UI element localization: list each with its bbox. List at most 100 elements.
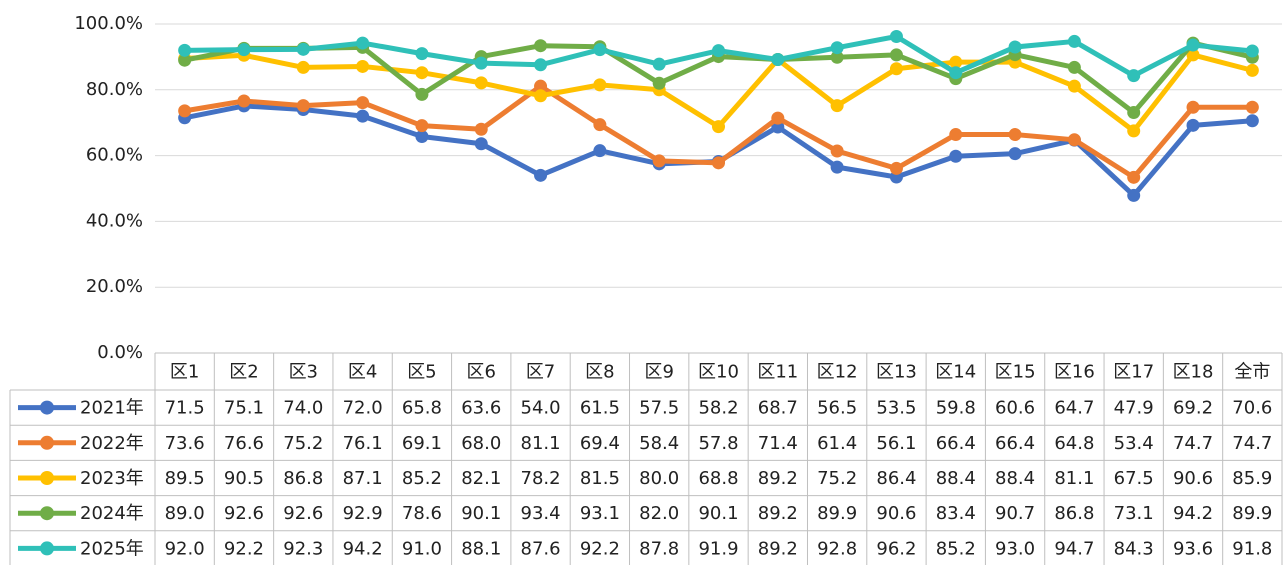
legend-label: 2024年: [80, 503, 144, 524]
table-value: 68.8: [698, 468, 738, 489]
table-value: 92.2: [224, 538, 264, 559]
table-value: 92.3: [283, 538, 323, 559]
data-point: [178, 53, 192, 67]
table-value: 61.5: [580, 398, 620, 419]
table-value: 87.8: [639, 538, 679, 559]
table-value: 72.0: [343, 398, 383, 419]
y-tick-label: 80.0%: [86, 79, 143, 100]
table-value: 86.8: [1054, 503, 1094, 524]
x-tick-label: 区11: [757, 362, 798, 383]
y-tick-label: 0.0%: [97, 342, 143, 363]
data-point: [771, 53, 785, 67]
data-point: [830, 160, 844, 174]
table-value: 92.6: [224, 503, 264, 524]
table-value: 93.0: [995, 538, 1035, 559]
table-value: 90.6: [876, 503, 916, 524]
table-value: 96.2: [876, 538, 916, 559]
table-value: 89.5: [165, 468, 205, 489]
table-value: 53.5: [876, 398, 916, 419]
table-value: 90.7: [995, 503, 1035, 524]
legend-marker: [40, 506, 54, 521]
data-point: [712, 120, 725, 134]
data-point: [474, 56, 488, 70]
table-value: 69.4: [580, 433, 620, 454]
table-value: 89.2: [758, 503, 798, 524]
table-value: 81.1: [521, 433, 561, 454]
data-point: [949, 128, 963, 142]
data-point: [949, 55, 963, 69]
table-value: 47.9: [1114, 398, 1154, 419]
data-point: [771, 120, 785, 134]
data-point: [415, 119, 429, 133]
data-point: [712, 44, 725, 58]
table-value: 89.9: [817, 503, 857, 524]
y-tick-label: 60.0%: [86, 145, 143, 166]
table-value: 90.1: [698, 503, 738, 524]
data-point: [593, 78, 607, 92]
x-tick-label: 区3: [289, 362, 318, 383]
table-value: 64.8: [1054, 433, 1094, 454]
legend-marker: [40, 541, 54, 556]
legend-marker: [40, 400, 54, 415]
data-point: [830, 41, 844, 55]
data-point: [415, 47, 429, 61]
x-tick-label: 区4: [348, 362, 377, 383]
table-value: 73.6: [165, 433, 205, 454]
table-value: 80.0: [639, 468, 679, 489]
data-point: [830, 144, 844, 158]
table-value: 89.2: [758, 468, 798, 489]
table-value: 88.4: [936, 468, 976, 489]
data-point: [889, 62, 903, 76]
data-point: [474, 122, 488, 136]
table-value: 92.6: [283, 503, 323, 524]
table-value: 57.8: [698, 433, 738, 454]
data-point: [1245, 114, 1259, 128]
data-point: [356, 59, 370, 73]
data-point: [415, 130, 429, 144]
data-point: [889, 161, 903, 175]
table-value: 59.8: [936, 398, 976, 419]
table-value: 66.4: [936, 433, 976, 454]
table-value: 60.6: [995, 398, 1035, 419]
y-tick-label: 20.0%: [86, 276, 143, 297]
data-point: [652, 154, 666, 168]
data-point: [830, 99, 844, 113]
legend-marker: [40, 471, 54, 485]
table-value: 91.9: [698, 538, 738, 559]
table-value: 74.7: [1173, 433, 1213, 454]
table-value: 75.1: [224, 398, 264, 419]
data-point: [1245, 100, 1259, 114]
x-tick-label: 区8: [585, 362, 614, 383]
data-point: [1127, 170, 1141, 184]
data-point: [593, 144, 607, 158]
data-point: [1186, 100, 1200, 114]
data-point: [178, 43, 192, 57]
table-value: 58.2: [698, 398, 738, 419]
table-value: 58.4: [639, 433, 679, 454]
table-value: 57.5: [639, 398, 679, 419]
table-value: 87.6: [521, 538, 561, 559]
table-value: 85.2: [936, 538, 976, 559]
data-point: [1186, 48, 1200, 62]
data-point: [296, 60, 310, 74]
x-tick-label: 区9: [644, 362, 673, 383]
x-tick-label: 区5: [407, 362, 436, 383]
data-point: [830, 50, 844, 64]
table-value: 82.0: [639, 503, 679, 524]
data-point: [356, 109, 370, 123]
table-value: 74.0: [283, 398, 323, 419]
table-value: 92.8: [817, 538, 857, 559]
data-point: [1245, 44, 1259, 58]
table-value: 90.1: [461, 503, 501, 524]
table-value: 76.1: [343, 433, 383, 454]
data-point: [949, 66, 963, 80]
x-tick-label: 区12: [817, 362, 858, 383]
table-value: 81.1: [1054, 468, 1094, 489]
data-point: [237, 43, 251, 57]
x-tick-label: 区18: [1173, 362, 1214, 383]
series-line: [184, 52, 1253, 134]
table-value: 78.2: [521, 468, 561, 489]
data-point: [1127, 106, 1141, 120]
table-value: 92.2: [580, 538, 620, 559]
table-value: 74.7: [1232, 433, 1272, 454]
